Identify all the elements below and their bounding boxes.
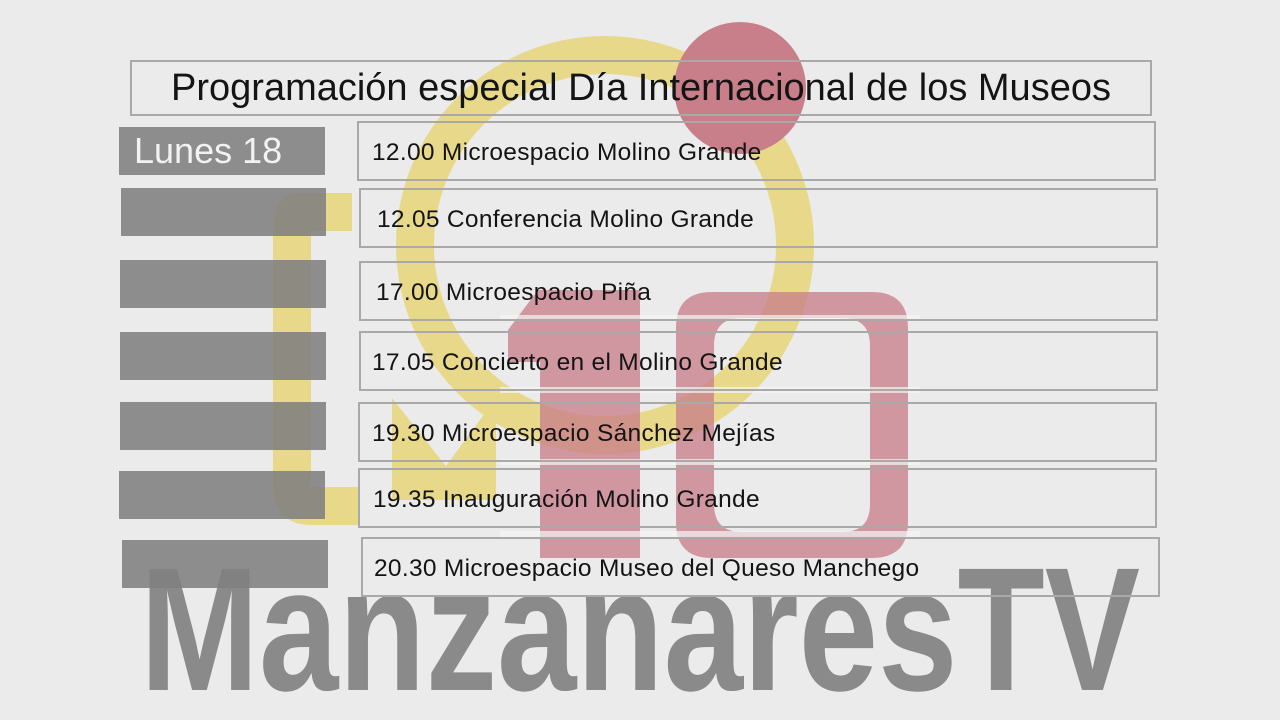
- day-label: Lunes 18: [134, 130, 283, 171]
- event-row: 19.30 Microespacio Sánchez Mejías: [358, 402, 1157, 462]
- event-text: 19.30 Microespacio Sánchez Mejías: [372, 419, 776, 447]
- event-row: 20.30 Microespacio Museo del Queso Manch…: [361, 537, 1160, 597]
- schedule-title-box: Programación especial Día Internacional …: [130, 60, 1152, 116]
- day-slot-empty: [120, 332, 326, 380]
- event-text: 17.00 Microespacio Piña: [376, 278, 652, 306]
- event-row: 12.05 Conferencia Molino Grande: [359, 188, 1158, 248]
- event-row: 12.00 Microespacio Molino Grande: [357, 121, 1156, 181]
- event-text: 19.35 Inauguración Molino Grande: [373, 485, 760, 513]
- day-slot-empty: [122, 540, 328, 588]
- logo-number-one: [508, 290, 640, 558]
- event-row: 19.35 Inauguración Molino Grande: [358, 468, 1157, 528]
- day-slot-empty: [120, 260, 326, 308]
- event-text: 17.05 Concierto en el Molino Grande: [372, 348, 783, 376]
- day-label-box: Lunes 18: [119, 127, 325, 175]
- event-text: 20.30 Microespacio Museo del Queso Manch…: [374, 554, 920, 582]
- day-slot-empty: [119, 471, 325, 519]
- day-slot-empty: [120, 402, 326, 450]
- day-slot-empty: [121, 188, 326, 236]
- event-row: 17.00 Microespacio Piña: [359, 261, 1158, 321]
- event-text: 12.00 Microespacio Molino Grande: [372, 138, 762, 166]
- logo-yellow-crown: [392, 398, 496, 500]
- event-text: 12.05 Conferencia Molino Grande: [377, 205, 755, 233]
- schedule-title: Programación especial Día Internacional …: [171, 66, 1111, 109]
- event-row: 17.05 Concierto en el Molino Grande: [359, 331, 1158, 391]
